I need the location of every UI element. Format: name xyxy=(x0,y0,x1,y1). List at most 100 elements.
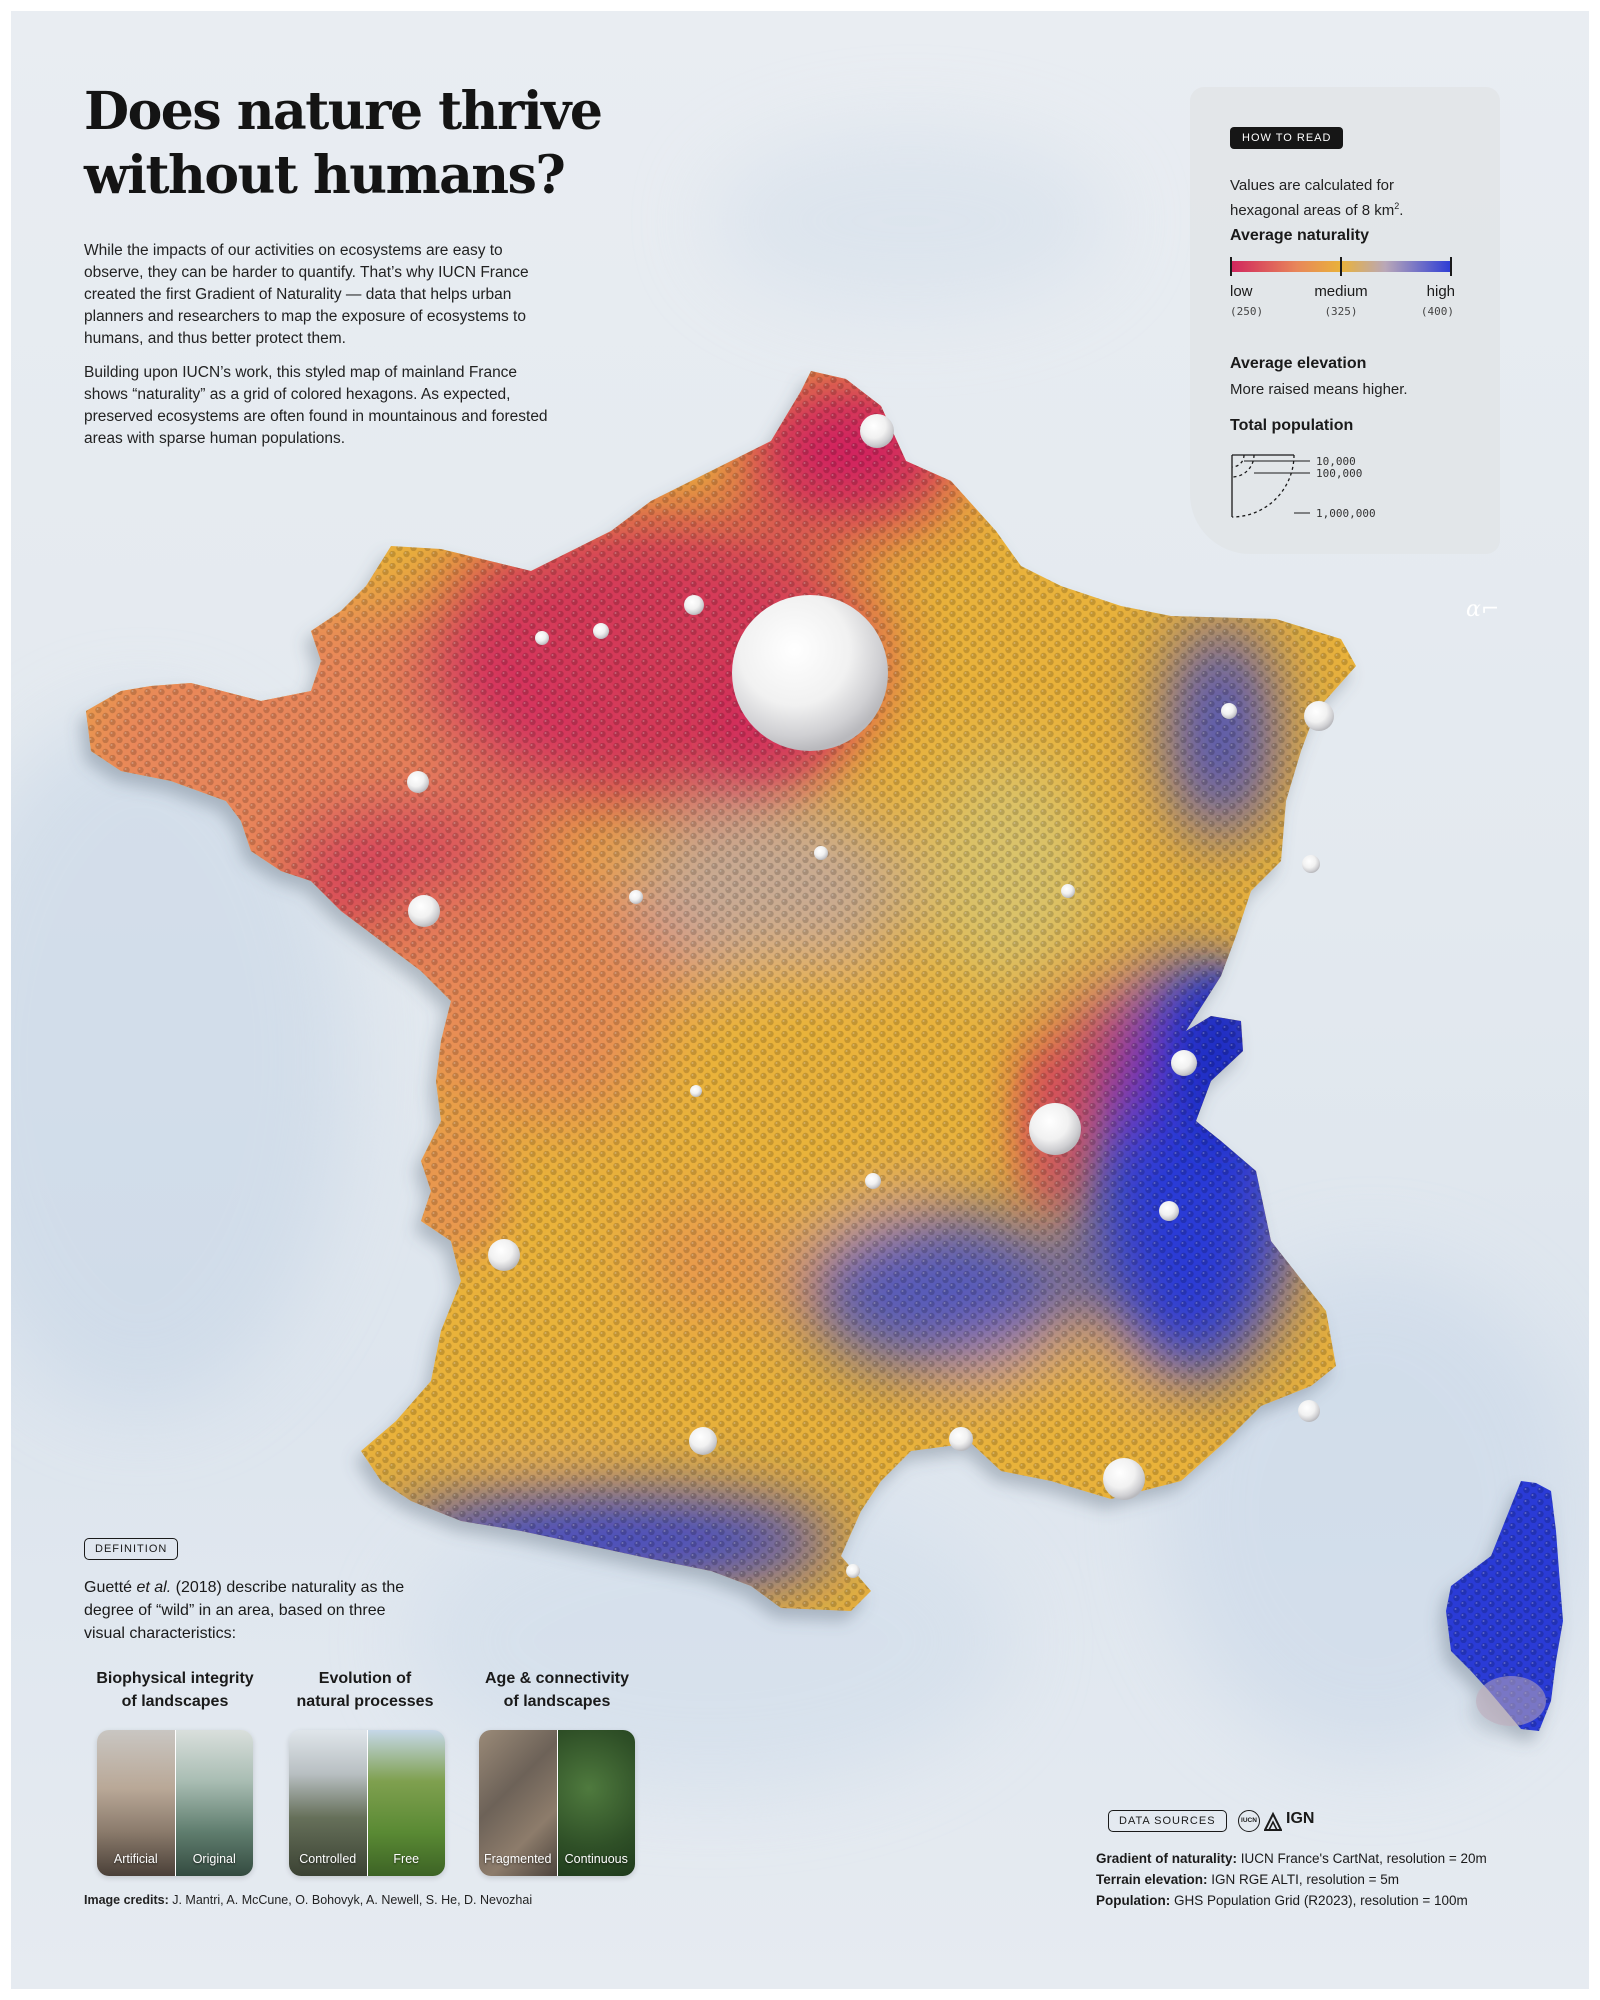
elevation-legend-title: Average elevation xyxy=(1230,355,1367,372)
pearl-bordeaux xyxy=(488,1239,520,1271)
pearl-lyon xyxy=(1029,1103,1081,1155)
source-elevation: Terrain elevation: IGN RGE ALTI, resolut… xyxy=(1096,1872,1399,1887)
sea-wash-north xyxy=(711,131,1111,311)
pearl-paris xyxy=(732,595,888,751)
source-population-text: GHS Population Grid (R2023), resolution … xyxy=(1170,1893,1468,1908)
pearl-tours xyxy=(629,890,643,904)
source-elevation-label: Terrain elevation: xyxy=(1096,1872,1208,1887)
pearl-clermont xyxy=(865,1173,881,1189)
pearl-le-havre xyxy=(593,623,609,639)
pearl-grenoble xyxy=(1171,1050,1197,1076)
legend-medium-label: medium xyxy=(1314,283,1368,300)
definition-text-em: et al. xyxy=(136,1579,172,1596)
pop-arc-1m xyxy=(1231,454,1295,518)
source-population-label: Population: xyxy=(1096,1893,1171,1908)
legend-high-value: (400) xyxy=(1420,305,1454,318)
gradient-tick-medium xyxy=(1340,257,1342,276)
hex-area-note: Values are calculated for hexagonal area… xyxy=(1230,175,1403,221)
definition-text: Guetté et al. (2018) describe naturality… xyxy=(84,1576,414,1645)
hex-area-note-period: . xyxy=(1399,202,1404,219)
photo-controlled-caption: Controlled xyxy=(299,1852,357,1866)
legend-medium-value: (325) xyxy=(1324,305,1358,318)
criterion-1-title-line-2: of landscapes xyxy=(121,1693,229,1710)
population-quarter-circles xyxy=(1230,448,1320,528)
legend-low-label: low xyxy=(1230,283,1253,300)
photo-controlled: Controlled xyxy=(289,1730,367,1876)
pearl-mulhouse xyxy=(1302,855,1320,873)
photo-artificial-caption: Artificial xyxy=(113,1852,158,1866)
naturality-legend-title: Average naturality xyxy=(1230,227,1370,244)
gradient-tick-low xyxy=(1230,257,1232,276)
artist-signature: ɑ⌐ xyxy=(1466,597,1500,622)
pearl-lille xyxy=(860,414,894,448)
pearl-strasbourg xyxy=(1304,701,1334,731)
photo-fragmented-caption: Fragmented xyxy=(484,1852,552,1866)
intro-paragraph-1: While the impacts of our activities on e… xyxy=(84,242,529,347)
pop-label-1m: 1,000,000 xyxy=(1316,507,1376,520)
how-to-read-badge: HOW TO READ xyxy=(1230,127,1344,149)
pop-arc-100k xyxy=(1231,454,1255,478)
pearl-toulouse xyxy=(689,1427,717,1455)
photo-continuous-caption: Continuous xyxy=(564,1852,628,1866)
pop-arc-10k xyxy=(1231,454,1245,468)
pearl-geneva-area xyxy=(1159,1201,1179,1221)
gradient-tick-high xyxy=(1450,257,1452,276)
photo-connectivity: Fragmented Continuous xyxy=(479,1730,635,1876)
hex-area-note-superscript: 2 xyxy=(1394,201,1400,211)
photo-fragmented: Fragmented xyxy=(479,1730,557,1876)
image-credits-text: J. Mantri, A. McCune, O. Bohovyk, A. New… xyxy=(168,1893,533,1907)
pop-label-10k: 10,000 xyxy=(1316,455,1356,468)
criterion-2-title-line-2: natural processes xyxy=(296,1693,434,1710)
photo-original: Original xyxy=(174,1730,253,1876)
definition-text-a: Guetté xyxy=(84,1579,137,1596)
source-naturality: Gradient of naturality: IUCN France's Ca… xyxy=(1096,1851,1487,1866)
criterion-1-title: Biophysical integrity of landscapes xyxy=(80,1667,270,1713)
pearl-caen xyxy=(535,631,549,645)
ign-logo: IGN xyxy=(1286,1810,1315,1827)
image-credits-label: Image credits: xyxy=(84,1893,169,1907)
population-pearls xyxy=(407,414,1334,1578)
photo-artificial: Artificial xyxy=(97,1730,175,1876)
photo-free: Free xyxy=(366,1730,445,1876)
iucn-logo: IUCN xyxy=(1238,1810,1260,1832)
page-title: Does nature thrive without humans? xyxy=(84,81,603,206)
pearl-dijon xyxy=(1061,884,1075,898)
source-naturality-label: Gradient of naturality: xyxy=(1096,1851,1238,1866)
population-legend-title: Total population xyxy=(1230,417,1354,434)
source-naturality-text: IUCN France's CartNat, resolution = 20m xyxy=(1237,1851,1487,1866)
source-population: Population: GHS Population Grid (R2023),… xyxy=(1096,1893,1468,1908)
pearl-nice xyxy=(1298,1400,1320,1422)
elevation-legend-text: More raised means higher. xyxy=(1230,381,1408,398)
definition-text-b: (2018) describe naturality as the degree… xyxy=(84,1579,405,1642)
criterion-2-title: Evolution of natural processes xyxy=(270,1667,460,1713)
source-elevation-text: IGN RGE ALTI, resolution = 5m xyxy=(1207,1872,1399,1887)
pearl-orleans xyxy=(814,846,828,860)
image-credits: Image credits: J. Mantri, A. McCune, O. … xyxy=(84,1893,532,1907)
corsica xyxy=(1446,1481,1563,1731)
pop-label-100k: 100,000 xyxy=(1316,467,1362,480)
photo-biophysical-integrity: Artificial Original xyxy=(97,1730,253,1876)
criterion-1-title-line-1: Biophysical integrity xyxy=(96,1670,254,1687)
photo-original-caption: Original xyxy=(192,1852,236,1866)
criterion-3-title-line-1: Age & connectivity xyxy=(484,1670,630,1687)
iucn-logo-text: IUCN xyxy=(1241,1817,1257,1824)
photo-natural-processes: Controlled Free xyxy=(289,1730,445,1876)
pearl-rouen xyxy=(684,595,704,615)
ign-mountain-icon xyxy=(1263,1811,1283,1831)
pearl-metz xyxy=(1221,703,1237,719)
pearl-marseille xyxy=(1103,1458,1145,1500)
pearl-perpignan xyxy=(846,1564,860,1578)
hex-area-note-line-1: Values are calculated for xyxy=(1230,177,1394,194)
pearl-montpellier xyxy=(949,1427,973,1451)
how-to-read-card: HOW TO READ Values are calculated for he… xyxy=(1190,87,1500,554)
france-naturality-map xyxy=(86,371,1563,1731)
definition-badge: DEFINITION xyxy=(84,1538,179,1560)
criterion-3-title-line-2: of landscapes xyxy=(503,1693,611,1710)
criterion-3-title: Age & connectivity of landscapes xyxy=(462,1667,652,1713)
legend-low-value: (250) xyxy=(1230,305,1264,318)
intro-paragraph-2: Building upon IUCN’s work, this styled m… xyxy=(84,364,548,447)
legend-high-label: high xyxy=(1426,283,1455,300)
pearl-limoges xyxy=(690,1085,702,1097)
pearl-nantes xyxy=(408,895,440,927)
